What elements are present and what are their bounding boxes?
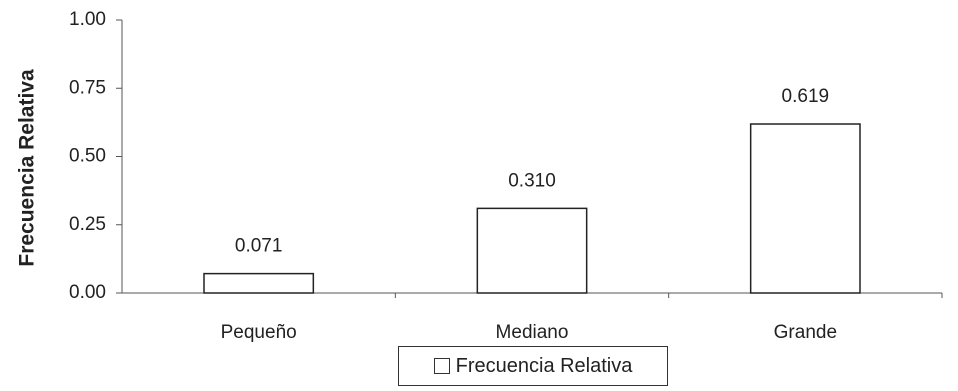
y-tick-label: 1.00 bbox=[69, 9, 106, 30]
y-axis-label: Frecuencia Relativa bbox=[16, 69, 39, 267]
x-tick-label: Grande bbox=[774, 322, 837, 343]
plot-area: 0.00 0.25 0.50 0.75 1.00 0.071 Pequeño 0.310 Med… bbox=[69, 9, 943, 343]
legend: Frecuencia Relativa bbox=[398, 346, 668, 386]
y-tick-label: 0.00 bbox=[69, 282, 106, 303]
bar bbox=[749, 123, 861, 294]
legend-swatch bbox=[433, 358, 450, 374]
legend-label: Frecuencia Relativa bbox=[455, 354, 633, 377]
bar bbox=[203, 272, 315, 294]
x-tick-label: Mediano bbox=[496, 322, 569, 343]
bar bbox=[476, 207, 588, 294]
y-tick-label: 0.50 bbox=[69, 146, 106, 167]
data-label: 0.619 bbox=[782, 86, 830, 107]
x-tick-label: Pequeño bbox=[221, 322, 297, 343]
data-label: 0.310 bbox=[508, 170, 556, 191]
y-tick-label: 0.25 bbox=[69, 214, 106, 235]
data-label: 0.071 bbox=[235, 236, 283, 257]
y-tick-label: 0.75 bbox=[69, 77, 106, 98]
